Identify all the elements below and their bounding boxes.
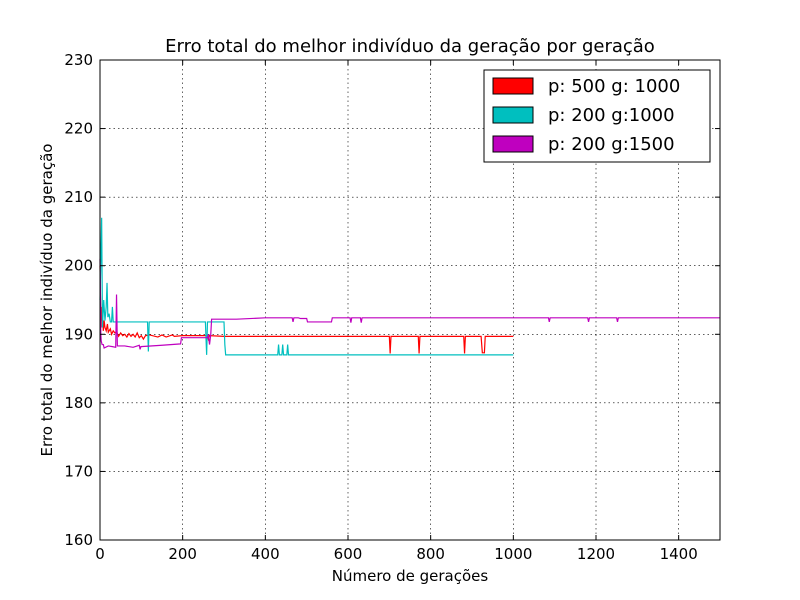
y-tick-label: 190 bbox=[64, 325, 93, 343]
y-tick-label: 160 bbox=[64, 531, 93, 549]
plot-area-frame bbox=[99, 59, 721, 541]
y-tick-label: 230 bbox=[64, 51, 93, 69]
series-lines bbox=[99, 217, 720, 356]
y-tick-label: 180 bbox=[64, 394, 93, 412]
y-axis-label: Erro total do melhor indivíduo da geraçã… bbox=[38, 144, 56, 457]
legend-label: p: 500 g: 1000 bbox=[548, 76, 680, 97]
series-line-1 bbox=[99, 265, 514, 354]
legend: p: 500 g: 1000 p: 200 g:1000 p: 200 g:1500 bbox=[483, 69, 711, 163]
chart-title: Erro total do melhor indivíduo da geraçã… bbox=[165, 36, 655, 57]
x-tick-label: 600 bbox=[334, 545, 363, 563]
legend-swatch bbox=[492, 77, 534, 95]
series-line-3 bbox=[99, 258, 720, 350]
legend-swatch bbox=[492, 135, 534, 153]
x-tick-label: 1400 bbox=[660, 545, 698, 563]
x-tick-label: 0 bbox=[95, 545, 105, 563]
x-tick-label: 200 bbox=[168, 545, 197, 563]
y-tick-label: 210 bbox=[64, 188, 93, 206]
x-axis-label: Número de gerações bbox=[332, 567, 489, 585]
x-tick-label: 800 bbox=[416, 545, 445, 563]
x-tick-label: 1000 bbox=[494, 545, 532, 563]
legend-swatch bbox=[492, 106, 534, 124]
series-line-2 bbox=[99, 217, 514, 356]
y-tick-label: 220 bbox=[64, 120, 93, 138]
y-tick-label: 170 bbox=[64, 462, 93, 480]
axis-ticks: 0 200 400 600 800 1000 1200 1400 160 170 180 190 200… bbox=[64, 51, 720, 563]
x-tick-label: 400 bbox=[251, 545, 280, 563]
x-tick-label: 1200 bbox=[577, 545, 615, 563]
legend-label: p: 200 g:1500 bbox=[548, 134, 675, 155]
legend-label: p: 200 g:1000 bbox=[548, 105, 675, 126]
y-tick-label: 200 bbox=[64, 257, 93, 275]
